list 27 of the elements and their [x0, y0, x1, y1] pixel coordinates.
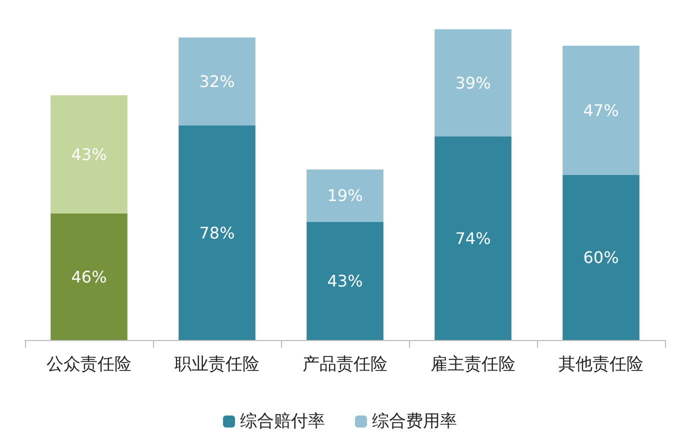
- bar: [562, 175, 640, 340]
- bar: [178, 38, 256, 126]
- bar: [178, 126, 256, 340]
- data-label: 46%: [71, 267, 107, 286]
- bar: [306, 170, 384, 222]
- bar: [50, 95, 128, 214]
- legend-label: 综合赔付率: [240, 412, 325, 432]
- data-label: 43%: [71, 144, 107, 164]
- data-label: 78%: [199, 223, 235, 242]
- data-label: 32%: [199, 72, 235, 91]
- x-tick-label: 雇主责任险: [430, 354, 516, 374]
- bar: [562, 46, 640, 175]
- data-label: 39%: [455, 73, 491, 92]
- legend-label: 综合费用率: [372, 412, 457, 432]
- data-label: 60%: [583, 248, 619, 267]
- bar: [434, 136, 512, 340]
- data-label: 43%: [327, 271, 363, 290]
- bar: [434, 29, 512, 136]
- bar: [50, 214, 128, 340]
- data-label: 74%: [455, 228, 491, 248]
- x-tick-label: 公众责任险: [46, 354, 132, 374]
- bar: [306, 222, 384, 340]
- data-label: 47%: [583, 100, 619, 120]
- x-tick-label: 职业责任险: [174, 354, 260, 374]
- x-tick-label: 其他责任险: [558, 354, 644, 374]
- x-tick-label: 产品责任险: [302, 354, 388, 374]
- data-label: 19%: [327, 186, 363, 206]
